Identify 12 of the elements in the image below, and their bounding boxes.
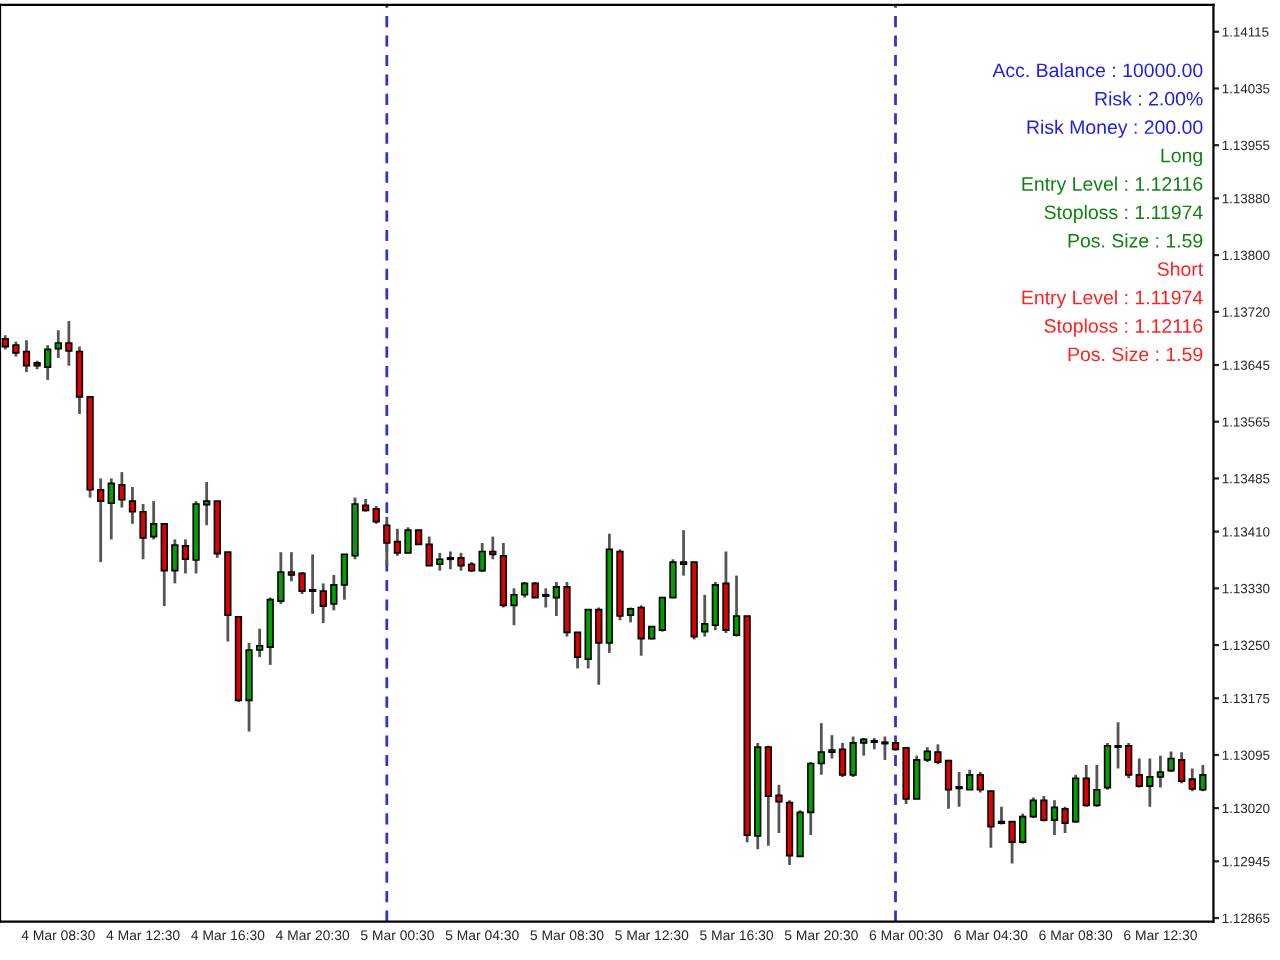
- annotation: Risk Money : 200.00: [1027, 119, 1203, 138]
- annotation: Long: [1161, 148, 1202, 167]
- annotation: Pos. Size : 1.59: [1068, 233, 1203, 248]
- annotation: Acc. Balance : 10000.00: [992, 62, 1203, 78]
- annotation: Short: [1157, 261, 1204, 277]
- annotation: Stoploss : 1.12116: [1044, 318, 1203, 337]
- annotation: Pos. Size : 1.59: [1068, 346, 1203, 362]
- annotation: Entry Level : 1.11974: [1022, 290, 1203, 309]
- annotation: Entry Level : 1.12116: [1022, 176, 1203, 195]
- annotation: Stoploss : 1.11974: [1044, 204, 1203, 224]
- annotation: Risk : 2.00%: [1095, 91, 1203, 106]
- candlestick: [383, 515, 391, 568]
